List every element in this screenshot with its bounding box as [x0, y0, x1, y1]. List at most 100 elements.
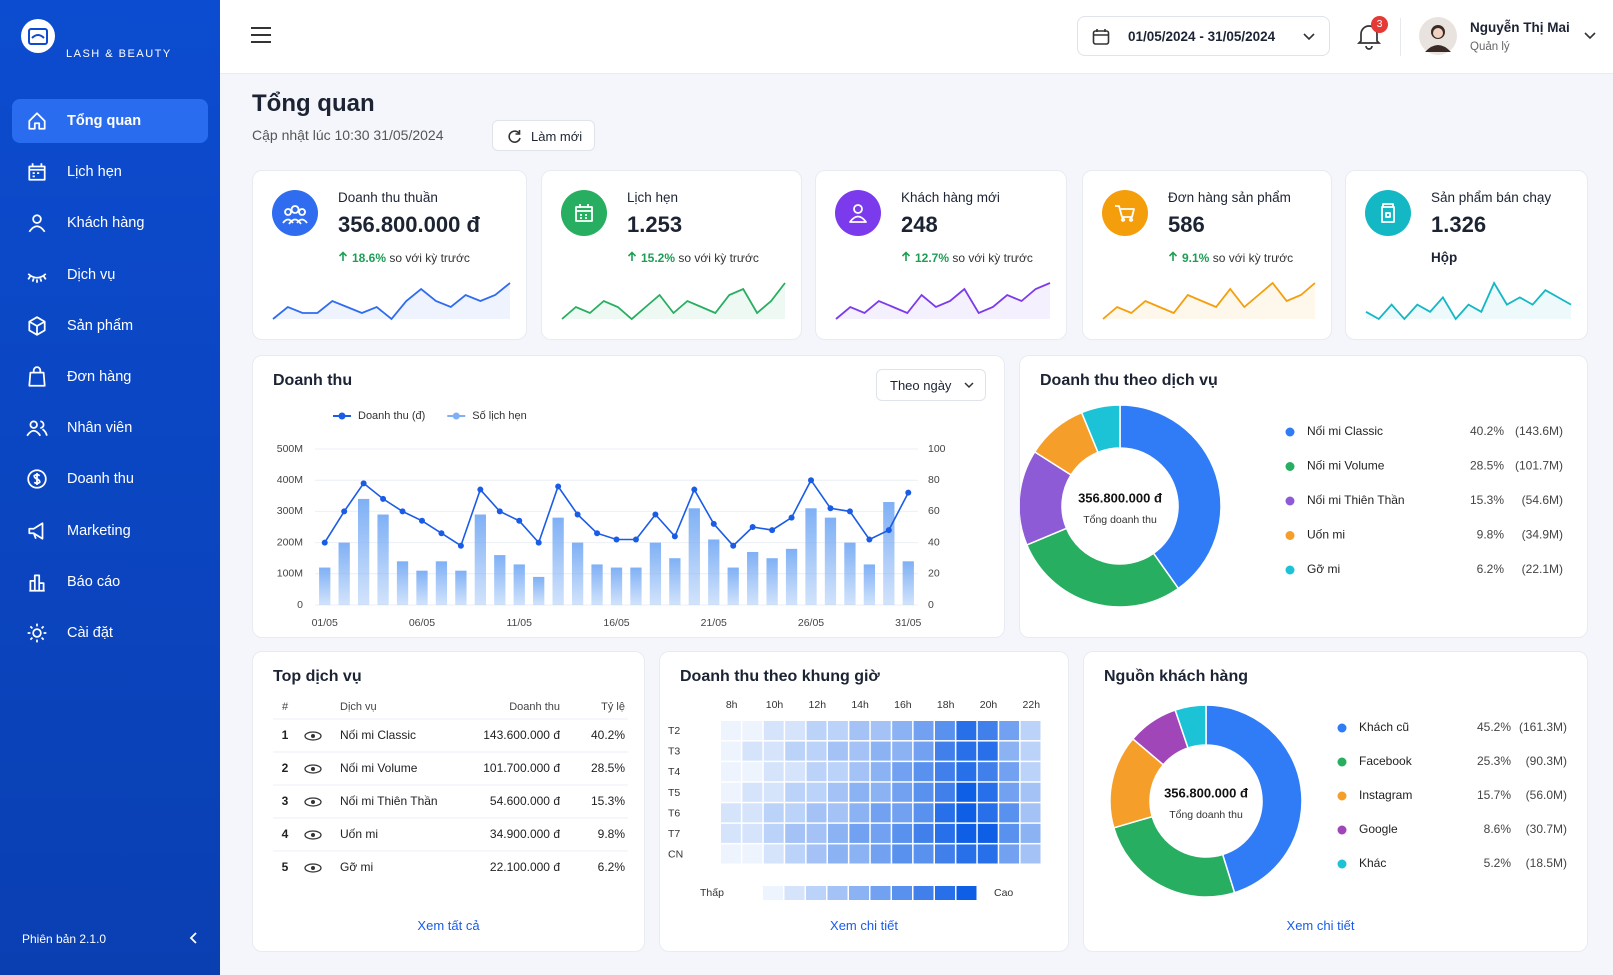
kpi-card: Lịch hẹn 1.253 15.2% so với kỳ trước: [541, 170, 802, 340]
view-all-link[interactable]: Xem tất cả: [417, 918, 480, 933]
nav-item[interactable]: Tổng quan: [12, 99, 208, 143]
card-title: Nguồn khách hàng: [1104, 668, 1248, 685]
kpi-label: Đơn hàng sản phẩm: [1168, 190, 1291, 205]
eye-icon: [304, 830, 322, 840]
divider: [1400, 18, 1401, 56]
nav-label: Cài đặt: [67, 625, 113, 641]
bar: [649, 542, 662, 605]
heat-cell: [828, 762, 848, 782]
legend-amount: (90.3M): [1526, 754, 1567, 768]
nav-item[interactable]: Doanh thu: [12, 457, 208, 501]
legend-label: Nối mi Thiên Thần: [1307, 493, 1405, 507]
nav-item[interactable]: Nhân viên: [12, 406, 208, 450]
refresh-button[interactable]: Làm mới: [492, 120, 595, 151]
change-text: so với kỳ trước: [389, 251, 470, 265]
heat-cell: [849, 844, 870, 864]
up-arrow: [338, 251, 348, 261]
sparkline: [1365, 281, 1572, 321]
nav-item[interactable]: Cài đặt: [12, 611, 208, 655]
line-point: [808, 477, 815, 484]
kpi-label: Sản phẩm bán chạy: [1431, 190, 1552, 205]
nav-item[interactable]: Dịch vụ: [12, 253, 208, 297]
eye-icon: [304, 764, 322, 774]
line-point: [769, 527, 776, 534]
period-select[interactable]: Theo ngày: [876, 369, 986, 401]
nav-item[interactable]: Khách hàng: [12, 201, 208, 245]
heat-cell: [849, 803, 870, 823]
line-point: [613, 536, 620, 543]
legend-percent: 45.2%: [1477, 720, 1511, 734]
chevron: [964, 382, 974, 389]
change-text: so với kỳ trước: [952, 251, 1033, 265]
heat-cell: [828, 741, 848, 761]
nav-label: Doanh thu: [67, 471, 134, 488]
heat-cell: [721, 844, 741, 864]
heat-cell: [763, 762, 784, 782]
legend-dot: [1337, 757, 1347, 767]
heat-cell: [1020, 823, 1041, 843]
kpi-graphics: [561, 190, 786, 321]
nav-item[interactable]: Báo cáo: [12, 560, 208, 604]
heat-cell: [785, 803, 806, 823]
heat-cell: [1020, 721, 1041, 741]
heat-cell: [999, 782, 1020, 802]
kpi-card: Khách hàng mới 248 12.7% so với kỳ trước: [815, 170, 1067, 340]
donut-segment: [1025, 527, 1180, 608]
collapse-button[interactable]: [186, 930, 202, 946]
user-name: Nguyễn Thị Mai: [1470, 20, 1570, 35]
line-point: [730, 542, 737, 549]
heat-cell: [935, 844, 955, 864]
legend-swatch: [827, 886, 848, 900]
sparkline: [561, 282, 786, 321]
arrow-path: [1168, 251, 1178, 261]
heat-cell: [785, 741, 806, 761]
view-detail-link[interactable]: Xem chi tiết: [830, 918, 898, 933]
chevron[interactable]: [1583, 30, 1597, 42]
heat-cell: [785, 823, 806, 843]
kpi-unit: Hộp: [1431, 250, 1458, 265]
hour-label: 18h: [937, 699, 955, 711]
nav-item[interactable]: Đơn hàng: [12, 355, 208, 399]
nav-item[interactable]: Sản phẩm: [12, 304, 208, 348]
line-point: [360, 480, 367, 487]
nav-icon: [27, 272, 47, 283]
bar: [688, 508, 700, 605]
heat-cell: [721, 803, 741, 823]
menu-button[interactable]: [250, 26, 272, 44]
legend-swatch: [784, 886, 805, 900]
date-picker[interactable]: 01/05/2024 - 31/05/2024: [1077, 16, 1330, 56]
heat-cell: [999, 741, 1020, 761]
line-point: [885, 527, 892, 534]
nav-icon: [27, 623, 47, 643]
bar: [319, 567, 331, 605]
heat-cell: [956, 741, 977, 761]
kpi-icon: [849, 204, 867, 223]
kpi-icon-bg: [1102, 190, 1148, 236]
heat-cell: [785, 721, 806, 741]
bar: [844, 542, 856, 605]
line-point: [380, 495, 387, 502]
line-point: [788, 514, 795, 521]
column-header: Dịch vụ: [340, 701, 377, 713]
legend-percent: 9.8%: [1477, 528, 1505, 542]
sidebar: LASH & BEAUTY Tổng quan Lịch hẹn Khách hàn…: [0, 0, 220, 975]
bar: [357, 498, 370, 605]
kpi-graphics: [1365, 190, 1572, 321]
bar: [435, 561, 448, 605]
nav-item[interactable]: Marketing: [12, 509, 208, 553]
heat-cell: [977, 721, 998, 741]
nav-item[interactable]: Lịch hẹn: [12, 150, 208, 194]
y-tick-label: 300M: [277, 505, 303, 517]
bar: [552, 517, 564, 605]
view-detail-link[interactable]: Xem chi tiết: [1286, 918, 1355, 933]
kpi-value: 1.326: [1431, 212, 1487, 237]
nav-icon: [27, 469, 47, 490]
line-point: [535, 539, 542, 546]
heat-cell: [999, 803, 1020, 823]
heat-cell: [913, 741, 934, 761]
donut-segment: [1205, 704, 1303, 894]
kpi-value: 1.253: [627, 212, 683, 237]
legend-amount: (161.3M): [1519, 720, 1567, 734]
heat-cell: [999, 721, 1020, 741]
avatar[interactable]: [1418, 16, 1458, 56]
